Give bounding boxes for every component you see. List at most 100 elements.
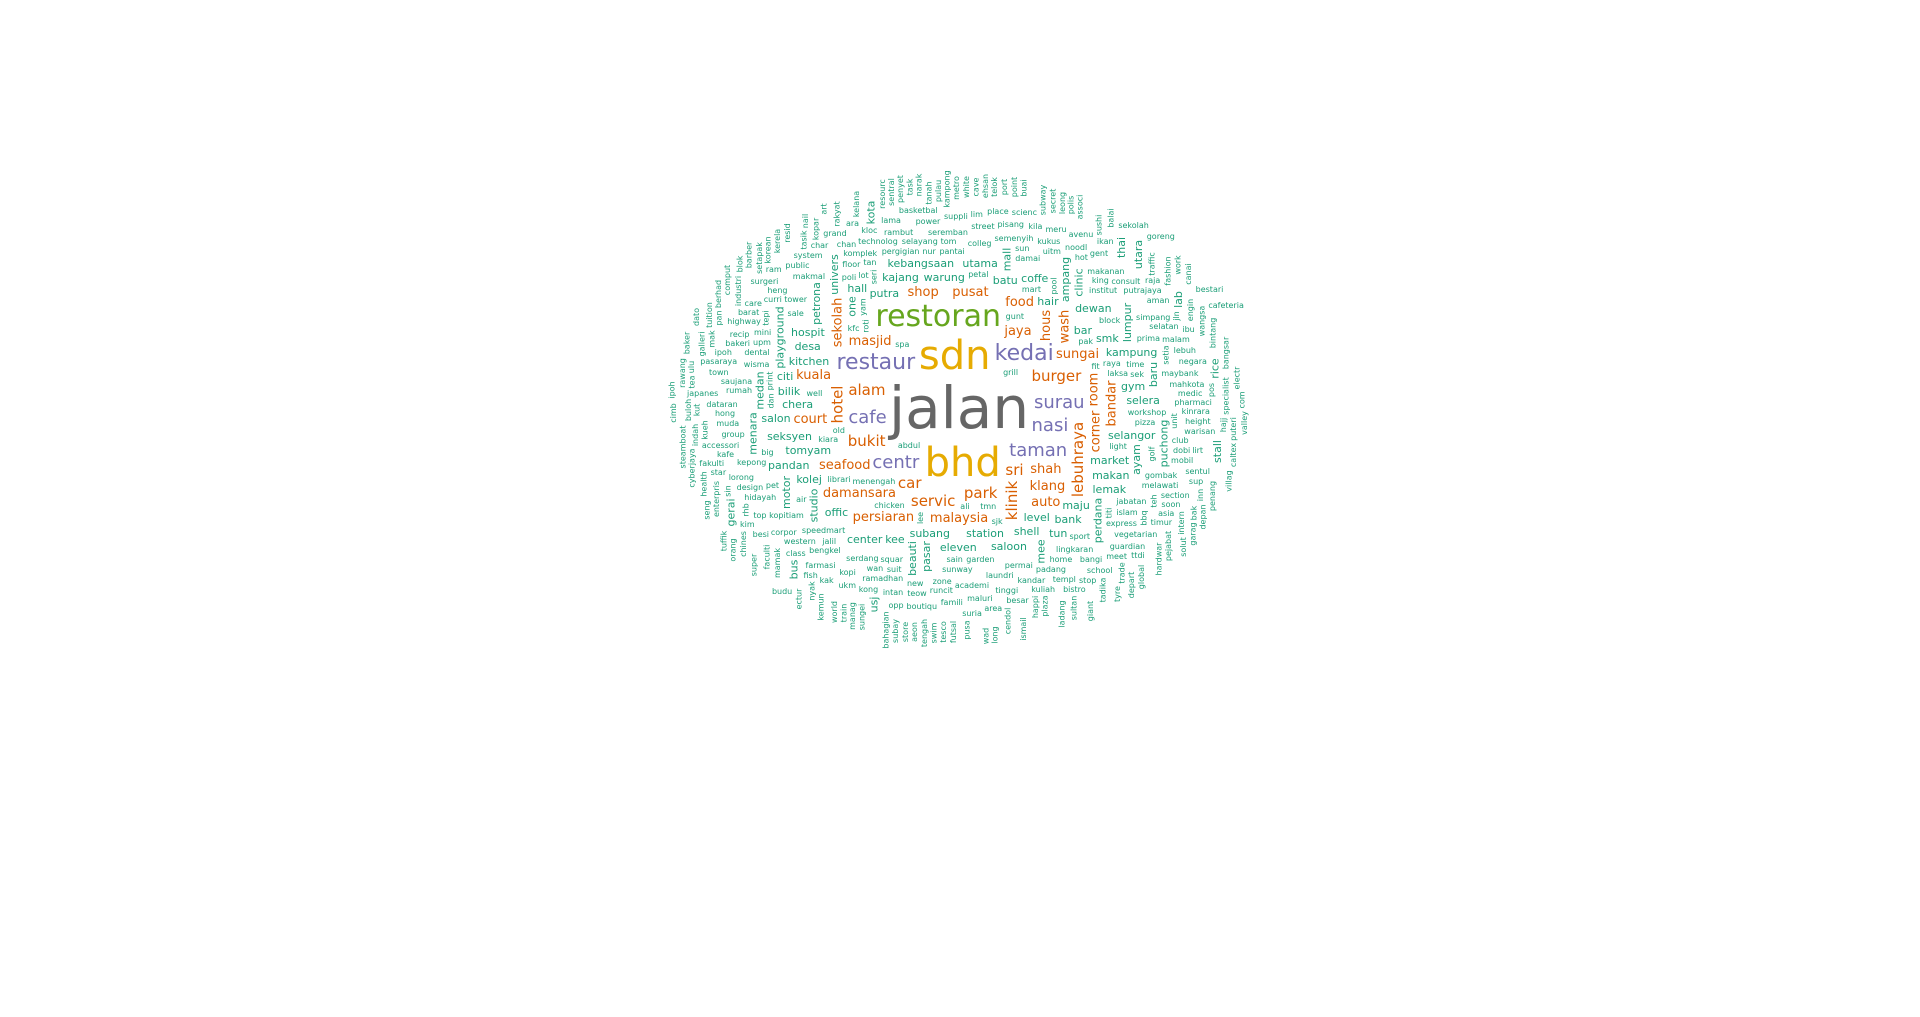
cloud-word: subay xyxy=(891,618,901,643)
cloud-word: buai xyxy=(1019,179,1029,197)
cloud-word: utama xyxy=(962,256,998,270)
cloud-word: maju xyxy=(1062,499,1090,513)
cloud-word: class xyxy=(785,548,806,558)
cloud-word: group xyxy=(721,430,745,440)
cloud-word: hot xyxy=(1074,253,1088,263)
cloud-word: sale xyxy=(787,308,804,318)
cloud-word: medan xyxy=(753,371,767,410)
cloud-word: aman xyxy=(1146,296,1170,306)
cloud-word: bilik xyxy=(777,384,801,398)
cloud-word: tomyam xyxy=(785,444,832,458)
cloud-word: grill xyxy=(1003,367,1019,377)
cloud-word: budu xyxy=(771,586,793,596)
cloud-word: golf xyxy=(1147,446,1157,462)
cloud-word: bistro xyxy=(1063,585,1086,595)
cloud-word: kuala xyxy=(796,368,832,384)
cloud-word: abdul xyxy=(897,440,921,450)
cloud-word: rumah xyxy=(725,386,753,396)
cloud-word: unit xyxy=(1170,413,1180,429)
cloud-word: express xyxy=(1105,519,1137,529)
cloud-word: beauti xyxy=(906,541,920,577)
cloud-word: tom xyxy=(940,237,957,247)
cloud-word: sdn xyxy=(918,332,991,379)
cloud-word: kelana xyxy=(852,190,862,217)
cloud-word: train xyxy=(838,604,848,623)
cloud-word: pisang xyxy=(997,220,1024,230)
cloud-word: air xyxy=(796,495,807,505)
cloud-word: simpang xyxy=(1136,313,1171,323)
cloud-word: tea xyxy=(687,375,697,389)
cloud-word: bank xyxy=(1054,513,1082,527)
cloud-word: kampong xyxy=(943,170,953,208)
cloud-word: padang xyxy=(1035,565,1066,575)
cloud-word: kloc xyxy=(861,226,878,236)
cloud-word: boutiqu xyxy=(906,601,938,611)
cloud-word: famili xyxy=(940,598,963,608)
cloud-word: kfc xyxy=(847,324,860,334)
cloud-word: seremban xyxy=(928,227,968,237)
cloud-word: nail xyxy=(801,214,811,229)
cloud-word: care xyxy=(744,298,762,308)
cloud-word: bhd xyxy=(924,440,1001,487)
cloud-word: art xyxy=(819,203,829,215)
cloud-word: lebuh xyxy=(1173,345,1196,355)
cloud-word: berhad xyxy=(714,279,724,308)
cloud-word: utara xyxy=(1131,239,1145,269)
cloud-word: ectur xyxy=(794,588,804,609)
cloud-word: design xyxy=(736,483,764,493)
cloud-word: kopar xyxy=(811,217,821,241)
cloud-word: time xyxy=(1126,360,1145,370)
cloud-word: spa xyxy=(895,339,910,349)
cloud-word: area xyxy=(984,604,1003,614)
cloud-word: school xyxy=(1086,566,1113,576)
cloud-word: offic xyxy=(824,505,849,519)
cloud-word: print xyxy=(765,371,775,391)
cloud-word: kopitiam xyxy=(769,510,804,520)
cloud-word: sjk xyxy=(991,516,1003,526)
cloud-word: scienc xyxy=(1011,207,1037,217)
cloud-word: dobi xyxy=(1172,445,1191,455)
cloud-word: wisma xyxy=(743,360,770,370)
cloud-word: gerai xyxy=(724,498,738,527)
cloud-word: tepi xyxy=(762,310,772,326)
cloud-word: tanah xyxy=(924,181,934,205)
cloud-word: persiaran xyxy=(852,510,915,526)
cloud-word: kut xyxy=(692,403,702,417)
cloud-word: surgeri xyxy=(750,276,779,286)
cloud-word: islam xyxy=(1116,508,1138,518)
cloud-word: power xyxy=(915,217,941,227)
cloud-word: villag xyxy=(1224,470,1234,493)
cloud-word: maluri xyxy=(967,594,993,604)
cloud-word: sain xyxy=(946,555,963,565)
cloud-word: kinrara xyxy=(1181,407,1210,417)
cloud-word: corner xyxy=(1088,410,1104,453)
cloud-word: selera xyxy=(1126,394,1160,408)
cloud-word: meet xyxy=(1106,551,1127,561)
cloud-word: warisan xyxy=(1184,426,1216,436)
cloud-word: ikan xyxy=(1096,237,1114,247)
cloud-word: one xyxy=(845,295,859,317)
cloud-word: indah xyxy=(691,423,701,447)
cloud-word: playground xyxy=(773,305,787,369)
cloud-word: penang xyxy=(1207,480,1217,511)
cloud-word: global xyxy=(1137,564,1147,589)
cloud-word: melawati xyxy=(1141,480,1179,490)
cloud-word: yam xyxy=(858,298,868,316)
cloud-word: kong xyxy=(858,584,879,594)
cloud-word: sup xyxy=(1188,476,1204,486)
cloud-word: coffe xyxy=(1021,271,1049,285)
cloud-word: uitm xyxy=(1042,246,1061,256)
cloud-word: mobil xyxy=(1171,455,1194,465)
cloud-word: fashion xyxy=(1163,256,1173,286)
cloud-word: happi xyxy=(1031,595,1041,618)
cloud-word: menara xyxy=(746,411,760,455)
cloud-word: star xyxy=(710,468,727,478)
cloud-word: point xyxy=(1009,177,1019,198)
cloud-word: bakeri xyxy=(725,339,751,349)
cloud-word: public xyxy=(785,261,810,271)
cloud-word: inn xyxy=(1195,489,1205,502)
cloud-word: seafood xyxy=(819,457,871,473)
cloud-word: pan xyxy=(714,310,724,326)
cloud-word: korean xyxy=(763,236,773,264)
cloud-word: muda xyxy=(716,418,740,428)
